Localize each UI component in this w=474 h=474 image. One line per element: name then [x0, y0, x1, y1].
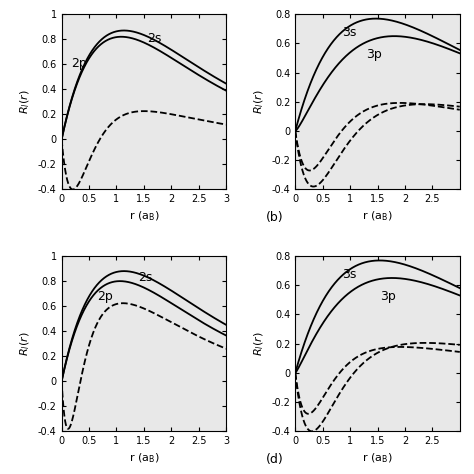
- Text: 2s: 2s: [146, 32, 161, 45]
- Y-axis label: $R_l(r)$: $R_l(r)$: [19, 90, 32, 114]
- Text: 2p: 2p: [97, 290, 113, 303]
- X-axis label: r (a$_\mathregular{B}$): r (a$_\mathregular{B}$): [128, 452, 159, 465]
- Text: 2p: 2p: [71, 57, 87, 70]
- Text: 3s: 3s: [342, 26, 356, 39]
- Y-axis label: $R_l(r)$: $R_l(r)$: [252, 90, 266, 114]
- Y-axis label: $R_l(r)$: $R_l(r)$: [19, 331, 32, 356]
- Text: 3p: 3p: [380, 290, 396, 303]
- Text: 3s: 3s: [342, 268, 356, 281]
- X-axis label: r (a$_\mathregular{B}$): r (a$_\mathregular{B}$): [362, 452, 393, 465]
- Text: (d): (d): [265, 453, 283, 466]
- Text: (b): (b): [265, 211, 283, 224]
- Text: 3p: 3p: [366, 48, 383, 61]
- Y-axis label: $R_l(r)$: $R_l(r)$: [252, 331, 266, 356]
- X-axis label: r (a$_\mathregular{B}$): r (a$_\mathregular{B}$): [362, 210, 393, 224]
- Text: 2s: 2s: [138, 271, 153, 284]
- X-axis label: r (a$_\mathregular{B}$): r (a$_\mathregular{B}$): [128, 210, 159, 224]
